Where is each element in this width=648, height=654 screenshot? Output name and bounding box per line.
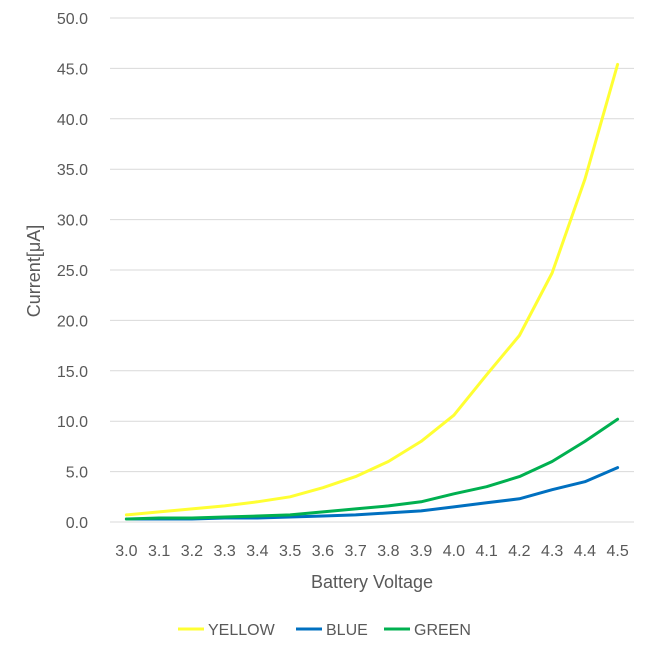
x-tick-label: 3.7 [345, 543, 367, 560]
legend-item-blue: BLUE [296, 622, 368, 639]
x-tick-label: 3.1 [148, 543, 170, 560]
y-axis-title: Current[μA] [24, 225, 44, 317]
y-tick-label: 0.0 [66, 515, 88, 532]
x-tick-label: 3.8 [377, 543, 399, 560]
series-lines [124, 62, 620, 521]
legend-label: BLUE [326, 622, 368, 639]
legend-item-yellow: YELLOW [178, 622, 276, 639]
y-tick-label: 10.0 [57, 414, 88, 431]
y-tick-label: 5.0 [66, 465, 88, 482]
gridlines [110, 17, 634, 523]
y-tick-label: 30.0 [57, 213, 88, 230]
legend-item-green: GREEN [384, 622, 471, 639]
x-tick-label: 4.5 [607, 543, 629, 560]
x-tick-label: 3.6 [312, 543, 334, 560]
x-tick-label: 4.2 [508, 543, 530, 560]
series-line-yellow [124, 62, 620, 517]
y-tick-label: 20.0 [57, 313, 88, 330]
legend-label: GREEN [414, 622, 471, 639]
x-tick-label: 3.5 [279, 543, 301, 560]
x-tick-label: 4.1 [476, 543, 498, 560]
x-tick-label: 3.4 [246, 543, 268, 560]
series-line-green [124, 417, 620, 521]
x-tick-label: 4.3 [541, 543, 563, 560]
x-tick-label: 3.2 [181, 543, 203, 560]
y-tick-label: 40.0 [57, 112, 88, 129]
x-tick-label: 3.3 [214, 543, 236, 560]
x-axis-title: Battery Voltage [311, 572, 433, 592]
y-tick-label: 50.0 [57, 11, 88, 28]
y-tick-label: 35.0 [57, 162, 88, 179]
x-tick-label: 3.9 [410, 543, 432, 560]
y-axis-ticks: 0.0 5.0 10.0 15.0 20.0 25.0 30.0 35.0 40.0 45.0 50… [57, 11, 88, 532]
y-tick-label: 25.0 [57, 263, 88, 280]
y-tick-label: 15.0 [57, 364, 88, 381]
y-tick-label: 45.0 [57, 61, 88, 78]
x-tick-label: 4.0 [443, 543, 465, 560]
legend-label: YELLOW [208, 622, 276, 639]
x-tick-label: 3.0 [115, 543, 137, 560]
x-axis-ticks: 3.0 3.1 3.2 3.3 3.4 3.5 3.6 3.7 3.8 3.9 4.0 4.1 4.2 4… [115, 543, 629, 560]
legend: YELLOW BLUE GREEN [178, 622, 471, 639]
x-tick-label: 4.4 [574, 543, 596, 560]
